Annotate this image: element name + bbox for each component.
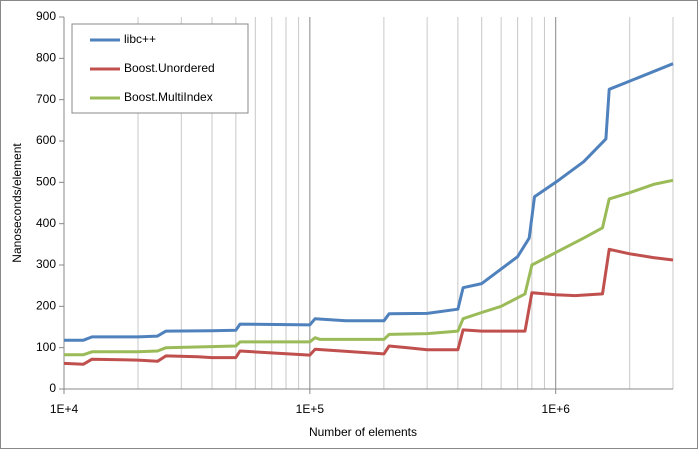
series-line — [63, 247, 674, 366]
legend-label: Boost.MultiIndex — [124, 90, 213, 104]
legend-label: libc++ — [124, 32, 156, 46]
y-tick-label: 200 — [36, 299, 56, 313]
y-tick-label: 800 — [36, 51, 56, 65]
y-tick-label: 400 — [36, 216, 56, 230]
y-tick-label: 900 — [36, 9, 56, 23]
series-line — [64, 178, 674, 357]
y-tick-label: 0 — [49, 381, 56, 395]
x-tick-label: 1E+5 — [296, 402, 325, 416]
y-axis-label: Nanoseconds/element — [10, 143, 24, 263]
x-tick-label: 1E+4 — [50, 402, 79, 416]
x-axis-label: Number of elements — [309, 425, 417, 439]
x-tick-label: 1E+6 — [542, 402, 571, 416]
y-tick-label: 100 — [36, 340, 56, 354]
y-tick-label: 700 — [36, 92, 56, 106]
legend-label: Boost.Unordered — [124, 61, 215, 75]
y-tick-label: 600 — [36, 133, 56, 147]
y-tick-label: 300 — [36, 257, 56, 271]
series-line — [64, 62, 674, 342]
y-tick-label: 500 — [36, 175, 56, 189]
